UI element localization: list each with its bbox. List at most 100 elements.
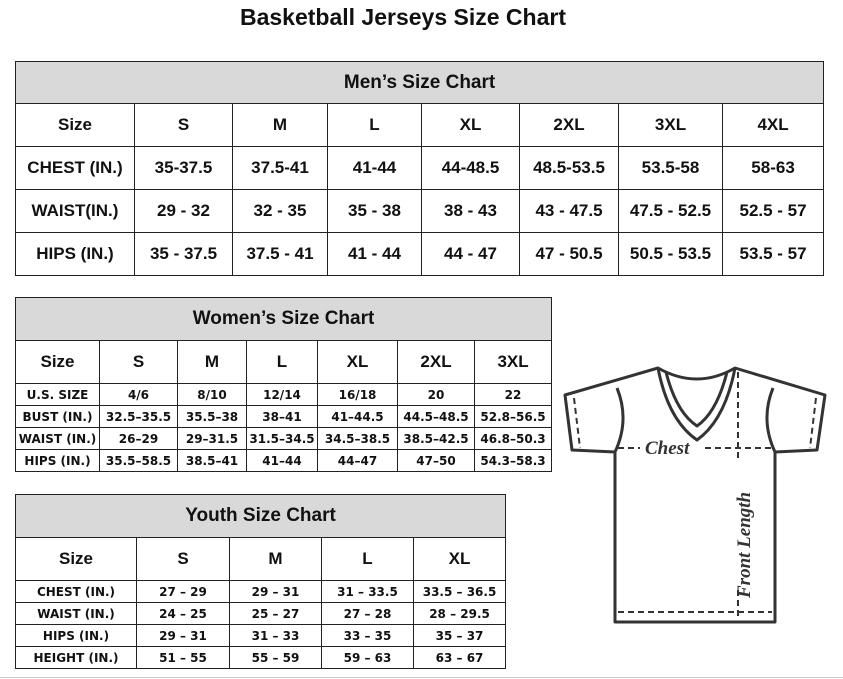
table-cell: 41 - 44 bbox=[327, 232, 422, 276]
table-cell: 35 – 37 bbox=[412, 624, 507, 647]
table-cell: 46.8–50.3 bbox=[473, 427, 553, 450]
jersey-diagram: Chest Front Length bbox=[563, 366, 827, 624]
table-cell: 35.5–58.5 bbox=[99, 449, 178, 472]
table-cell: 52.8–56.5 bbox=[473, 405, 553, 428]
women-size-table: Women’s Size Chart Size S M L XL 2XL 3XL U.S. S… bbox=[14, 297, 553, 472]
table-row: CHEST (IN.) 27 – 29 29 – 31 31 – 33.5 33.5 –… bbox=[15, 580, 507, 603]
row-label: CHEST (IN.) bbox=[15, 580, 137, 603]
table-cell: 3XL bbox=[473, 340, 553, 384]
header-row: Size S M L XL 2XL 3XL 4XL bbox=[15, 103, 825, 147]
row-label: BUST (IN.) bbox=[15, 405, 100, 428]
table-cell: 59 – 63 bbox=[321, 646, 414, 669]
table-cell: 3XL bbox=[618, 103, 723, 147]
table-cell: 28 – 29.5 bbox=[412, 602, 507, 625]
table-cell: 41-44 bbox=[327, 146, 422, 190]
row-label: WAIST (IN.) bbox=[15, 602, 137, 625]
table-cell: 53.5-58 bbox=[618, 146, 723, 190]
table-row: WAIST (IN.) 26–29 29–31.5 31.5–34.5 34.5–38.… bbox=[15, 427, 553, 450]
table-cell: XL bbox=[412, 537, 507, 581]
table-cell: 25 – 27 bbox=[229, 602, 322, 625]
row-label: HIPS (IN.) bbox=[15, 232, 135, 276]
table-cell: 27 – 29 bbox=[136, 580, 230, 603]
row-label: HIPS (IN.) bbox=[15, 624, 137, 647]
table-cell: 51 – 55 bbox=[136, 646, 230, 669]
table-cell: 4XL bbox=[721, 103, 825, 147]
table-cell: 63 – 67 bbox=[412, 646, 507, 669]
table-cell: 38.5–41 bbox=[177, 449, 247, 472]
table-cell: 4/6 bbox=[99, 383, 178, 406]
row-label: HIPS (IN.) bbox=[15, 449, 100, 472]
table-row: WAIST(IN.) 29 - 32 32 - 35 35 - 38 38 - 43 43… bbox=[15, 189, 825, 233]
table-cell: L bbox=[321, 537, 414, 581]
table-cell: 37.5-41 bbox=[232, 146, 328, 190]
table-cell: 44 - 47 bbox=[421, 232, 520, 276]
table-cell: 38 - 43 bbox=[421, 189, 520, 233]
table-cell: 29 – 31 bbox=[136, 624, 230, 647]
table-cell: 29 - 32 bbox=[134, 189, 233, 233]
header-row: Size S M L XL bbox=[15, 537, 507, 581]
table-cell: 35 - 38 bbox=[327, 189, 422, 233]
row-label: Size bbox=[15, 340, 100, 384]
table-cell: L bbox=[327, 103, 422, 147]
divider bbox=[0, 677, 843, 678]
table-cell: S bbox=[134, 103, 233, 147]
table-cell: 24 – 25 bbox=[136, 602, 230, 625]
table-cell: 16/18 bbox=[317, 383, 398, 406]
table-row: CHEST (IN.) 35-37.5 37.5-41 41-44 44-48.5 48.… bbox=[15, 146, 825, 190]
row-label: Size bbox=[15, 537, 137, 581]
table-row: HEIGHT (IN.) 51 – 55 55 – 59 59 – 63 63 – 67 bbox=[15, 646, 507, 669]
table-cell: 47–50 bbox=[397, 449, 475, 472]
table-row: U.S. SIZE 4/6 8/10 12/14 16/18 20 22 bbox=[15, 383, 553, 406]
table-cell: 55 – 59 bbox=[229, 646, 322, 669]
table-cell: M bbox=[229, 537, 322, 581]
row-label: U.S. SIZE bbox=[15, 383, 100, 406]
table-cell: S bbox=[136, 537, 230, 581]
table-cell: 8/10 bbox=[177, 383, 247, 406]
youth-caption: Youth Size Chart bbox=[14, 494, 507, 538]
table-row: BUST (IN.) 32.5–35.5 35.5–38 38–41 41–44.5 44… bbox=[15, 405, 553, 428]
table-cell: M bbox=[177, 340, 247, 384]
youth-size-table: Youth Size Chart Size S M L XL CHEST (IN.) 27 … bbox=[14, 494, 507, 669]
table-cell: 50.5 - 53.5 bbox=[618, 232, 723, 276]
row-label: Size bbox=[15, 103, 135, 147]
table-cell: 27 – 28 bbox=[321, 602, 414, 625]
table-cell: 32 - 35 bbox=[232, 189, 328, 233]
table-cell: 31 – 33.5 bbox=[321, 580, 414, 603]
row-label: WAIST(IN.) bbox=[15, 189, 135, 233]
table-cell: 12/14 bbox=[246, 383, 318, 406]
table-cell: 43 - 47.5 bbox=[519, 189, 619, 233]
table-cell: 47.5 - 52.5 bbox=[618, 189, 723, 233]
row-label: HEIGHT (IN.) bbox=[15, 646, 137, 669]
table-cell: 41–44 bbox=[246, 449, 318, 472]
table-row: HIPS (IN.) 35 - 37.5 37.5 - 41 41 - 44 44 - … bbox=[15, 232, 825, 276]
table-cell: 2XL bbox=[519, 103, 619, 147]
table-cell: 58-63 bbox=[721, 146, 825, 190]
table-cell: 54.3–58.3 bbox=[473, 449, 553, 472]
table-cell: S bbox=[99, 340, 178, 384]
table-cell: 44.5–48.5 bbox=[397, 405, 475, 428]
header-row: Size S M L XL 2XL 3XL bbox=[15, 340, 553, 384]
page-title: Basketball Jerseys Size Chart bbox=[239, 4, 566, 30]
table-cell: 33.5 – 36.5 bbox=[412, 580, 507, 603]
table-cell: 31 – 33 bbox=[229, 624, 322, 647]
table-cell: 44–47 bbox=[317, 449, 398, 472]
table-cell: 41–44.5 bbox=[317, 405, 398, 428]
table-cell: 22 bbox=[473, 383, 553, 406]
table-cell: 48.5-53.5 bbox=[519, 146, 619, 190]
table-cell: 32.5–35.5 bbox=[99, 405, 178, 428]
table-cell: 35 - 37.5 bbox=[134, 232, 233, 276]
row-label: CHEST (IN.) bbox=[15, 146, 135, 190]
table-cell: 53.5 - 57 bbox=[721, 232, 825, 276]
table-cell: 35.5–38 bbox=[177, 405, 247, 428]
table-cell: 44-48.5 bbox=[421, 146, 520, 190]
table-cell: 26–29 bbox=[99, 427, 178, 450]
table-cell: 29 – 31 bbox=[229, 580, 322, 603]
row-label: WAIST (IN.) bbox=[15, 427, 100, 450]
table-cell: XL bbox=[317, 340, 398, 384]
men-size-table: Men’s Size Chart Size S M L XL 2XL 3XL 4XL CHEST… bbox=[14, 61, 825, 276]
table-cell: 31.5–34.5 bbox=[246, 427, 318, 450]
table-cell: 29–31.5 bbox=[177, 427, 247, 450]
table-cell: 38.5–42.5 bbox=[397, 427, 475, 450]
jersey-outline bbox=[563, 366, 827, 624]
women-caption: Women’s Size Chart bbox=[14, 297, 553, 341]
